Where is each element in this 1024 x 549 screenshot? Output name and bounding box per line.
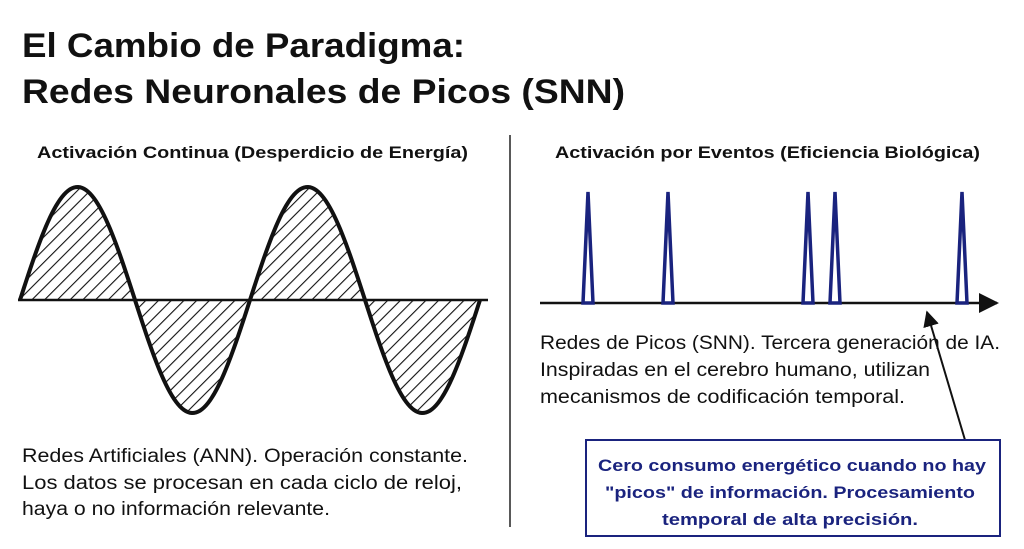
right-description: Redes de Picos (SNN). Tercera generación… [540, 333, 1000, 354]
callout-box [585, 439, 1001, 537]
spike [581, 191, 595, 305]
right-description: Inspiradas en el cerebro humano, utiliza… [540, 360, 930, 381]
spike [955, 191, 969, 305]
spikes [581, 191, 969, 305]
sine-wave [18, 185, 488, 415]
right-description: mecanismos de codificación temporal. [540, 387, 905, 408]
callout-text: Cero consumo energético cuando no hay [598, 456, 987, 475]
callout-pointer [923, 310, 966, 441]
sine-curve [18, 185, 482, 415]
spike [801, 191, 815, 305]
title-line: Redes Neuronales de Picos (SNN) [22, 73, 625, 111]
left-description: Los datos se procesan en cada ciclo de r… [22, 473, 462, 494]
callout-text: "picos" de información. Procesamiento [605, 483, 975, 502]
spike [828, 191, 842, 305]
callout-text: temporal de alta precisión. [662, 510, 918, 529]
spike [661, 191, 675, 305]
title-line: El Cambio de Paradigma: [22, 27, 465, 65]
left-description: Redes Artificiales (ANN). Operación cons… [22, 446, 468, 467]
right-heading: Activación por Eventos (Eficiencia Bioló… [555, 143, 980, 162]
left-description: haya o no información relevante. [22, 499, 330, 520]
left-heading: Activación Continua (Desperdicio de Ener… [37, 143, 468, 162]
